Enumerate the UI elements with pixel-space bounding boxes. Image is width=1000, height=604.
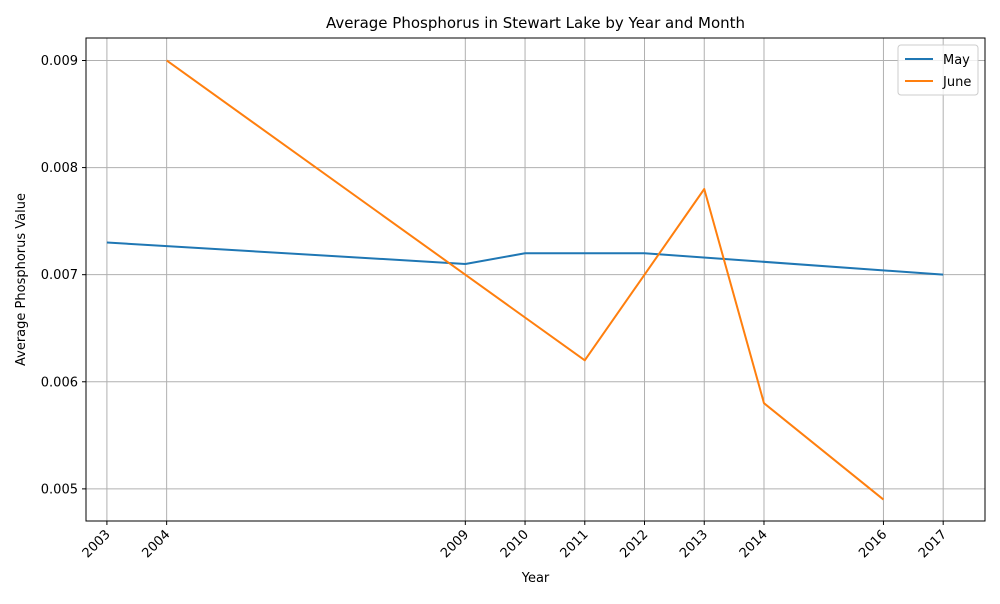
- axes-frame: [85, 37, 986, 522]
- y-axis-label: Average Phosphorus Value: [14, 193, 29, 366]
- chart-title: Average Phosphorus in Stewart Lake by Ye…: [326, 14, 745, 32]
- series-line-may: [106, 241, 944, 276]
- y-tick-label-4: 0.009: [41, 54, 78, 69]
- series-line-june: [166, 59, 885, 501]
- legend-label-may: May: [943, 53, 970, 68]
- legend: May June: [897, 44, 979, 96]
- x-axis-label: Year: [521, 571, 550, 586]
- legend-box: [897, 44, 979, 96]
- y-axis-ticks: 0.005 0.006 0.007 0.008 0.009: [41, 54, 86, 497]
- y-tick-label-0: 0.005: [41, 482, 78, 497]
- legend-label-june: June: [942, 75, 971, 90]
- y-tick-label-1: 0.006: [41, 375, 78, 390]
- series-lines: [106, 59, 944, 501]
- y-tick-label-2: 0.007: [41, 268, 78, 283]
- y-tick-label-3: 0.008: [41, 161, 78, 176]
- grid-lines: [86, 38, 985, 521]
